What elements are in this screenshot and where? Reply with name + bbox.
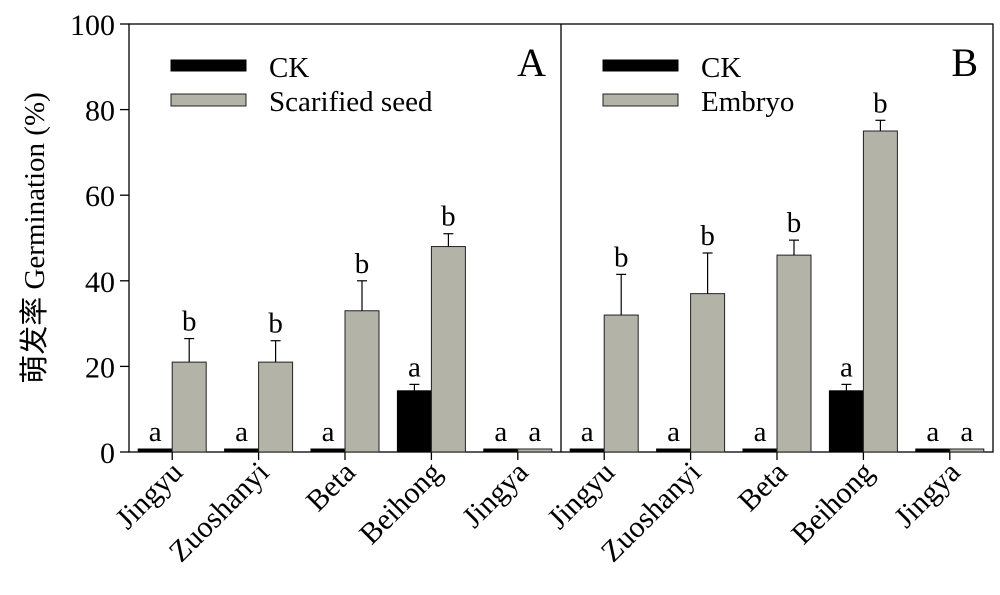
bar-ck — [396, 390, 432, 453]
y-tick-label: 80 — [85, 95, 115, 128]
significance-label: a — [667, 416, 680, 448]
bar-ck — [569, 448, 605, 453]
legend-label: Embryo — [701, 86, 794, 118]
bar-treatment — [171, 361, 207, 453]
significance-label: a — [840, 351, 853, 383]
bar-treatment — [517, 448, 553, 453]
legend-label: CK — [269, 52, 309, 84]
bar-ck — [915, 448, 951, 453]
significance-label: a — [322, 416, 335, 448]
significance-label: a — [408, 351, 421, 383]
significance-label: a — [494, 416, 507, 448]
significance-label: a — [528, 416, 541, 448]
y-tick-label: 20 — [85, 351, 115, 384]
y-tick-label: 100 — [70, 9, 115, 42]
significance-label: a — [754, 416, 767, 448]
x-tick-label: Jingya — [456, 456, 535, 535]
significance-label: b — [441, 201, 456, 233]
x-tick-label: Jingya — [888, 456, 967, 535]
y-tick-label: 40 — [85, 266, 115, 299]
significance-label: b — [355, 248, 370, 280]
significance-label: a — [149, 416, 162, 448]
bar-treatment — [690, 293, 726, 453]
significance-label: b — [614, 241, 629, 273]
significance-label: b — [700, 220, 715, 252]
legend-swatch-treatment — [170, 93, 247, 107]
bar-ck — [828, 390, 864, 453]
x-tick-label: Beihong — [353, 456, 448, 551]
legend-label: Scarified seed — [269, 86, 433, 118]
bar-ck — [310, 448, 346, 453]
y-tick-label: 60 — [85, 180, 115, 213]
panel-label-B: B — [951, 40, 978, 85]
bar-ck — [137, 448, 173, 453]
significance-label: a — [926, 416, 939, 448]
bar-ck — [742, 448, 778, 453]
bar-treatment — [862, 130, 898, 453]
significance-label: a — [960, 416, 973, 448]
bar-ck — [224, 448, 260, 453]
significance-label: b — [873, 87, 888, 119]
panel-label-A: A — [517, 40, 546, 85]
x-tick-label: Jingyu — [109, 456, 189, 536]
legend-swatch-treatment — [602, 93, 679, 107]
x-tick-label: Beta — [732, 456, 794, 518]
legend-swatch-ck — [170, 59, 247, 72]
significance-label: b — [268, 308, 283, 340]
legend-label: CK — [701, 52, 741, 84]
bar-treatment — [258, 361, 294, 453]
bar-treatment — [949, 448, 985, 453]
y-axis-label: 萌发率 Germination (%) — [18, 92, 51, 384]
significance-label: a — [235, 416, 248, 448]
bar-treatment — [430, 246, 466, 453]
bar-treatment — [776, 254, 812, 453]
x-tick-label: Jingyu — [541, 456, 621, 536]
bar-ck — [656, 448, 692, 453]
significance-label: b — [787, 207, 802, 239]
significance-label: b — [182, 306, 197, 338]
x-tick-label: Beta — [300, 456, 362, 518]
y-tick-label: 0 — [100, 437, 115, 470]
bar-treatment — [603, 314, 639, 453]
x-tick-label: Beihong — [785, 456, 880, 551]
significance-label: a — [581, 416, 594, 448]
bar-ck — [483, 448, 519, 453]
bar-treatment — [344, 310, 380, 453]
legend-swatch-ck — [602, 59, 679, 72]
